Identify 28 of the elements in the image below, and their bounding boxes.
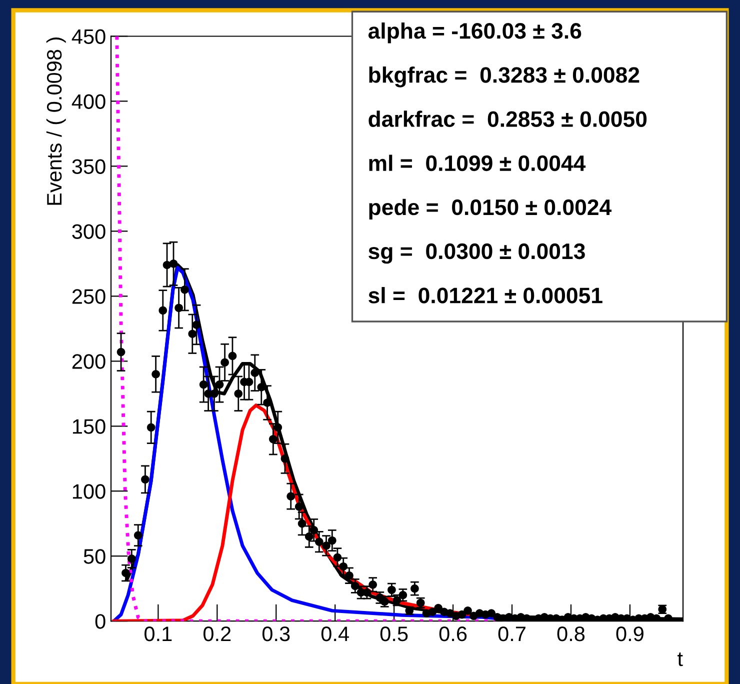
y-tick-label: 350: [72, 159, 106, 174]
x-tick-label: 0.3: [262, 626, 290, 642]
y-tick-label: 150: [72, 419, 106, 434]
annotation: sl = 0.01221 ± 0.00051: [368, 287, 602, 304]
annotation: sg = 0.0300 ± 0.0013: [368, 243, 585, 264]
x-tick-label: 0.4: [321, 626, 349, 642]
y-tick-label: 400: [72, 94, 106, 109]
x-tick-label: 0.8: [557, 626, 585, 642]
y-tick-label: 250: [72, 289, 106, 304]
annotation: ml = 0.1099 ± 0.0044: [369, 154, 586, 172]
x-tick-label: 0.7: [498, 626, 526, 642]
y-tick-label: 300: [72, 224, 106, 239]
x-tick-label: 0.5: [380, 626, 408, 642]
y-tick-label: 100: [72, 484, 106, 499]
y-axis-title: Events / ( 0.0098 ): [46, 38, 66, 205]
y-tick-label: 200: [72, 354, 106, 369]
x-tick-label: 0.1: [144, 626, 172, 642]
x-tick-label: 0.9: [616, 626, 644, 642]
y-tick-label: 450: [72, 29, 106, 44]
annotation: alpha = -160.03 ± 3.6: [368, 22, 582, 44]
annotation: pede = 0.0150 ± 0.0024: [369, 198, 612, 220]
y-tick-label: 50: [84, 549, 106, 564]
annotation: bkgfrac = 0.3283 ± 0.0082: [369, 66, 640, 88]
x-tick-label: 0.6: [439, 626, 467, 642]
x-tick-label: 0.2: [203, 626, 231, 642]
y-tick-label: 0: [95, 614, 106, 629]
x-axis-title: t: [678, 652, 683, 666]
annotation: darkfrac = 0.2853 ± 0.0050: [368, 110, 647, 128]
